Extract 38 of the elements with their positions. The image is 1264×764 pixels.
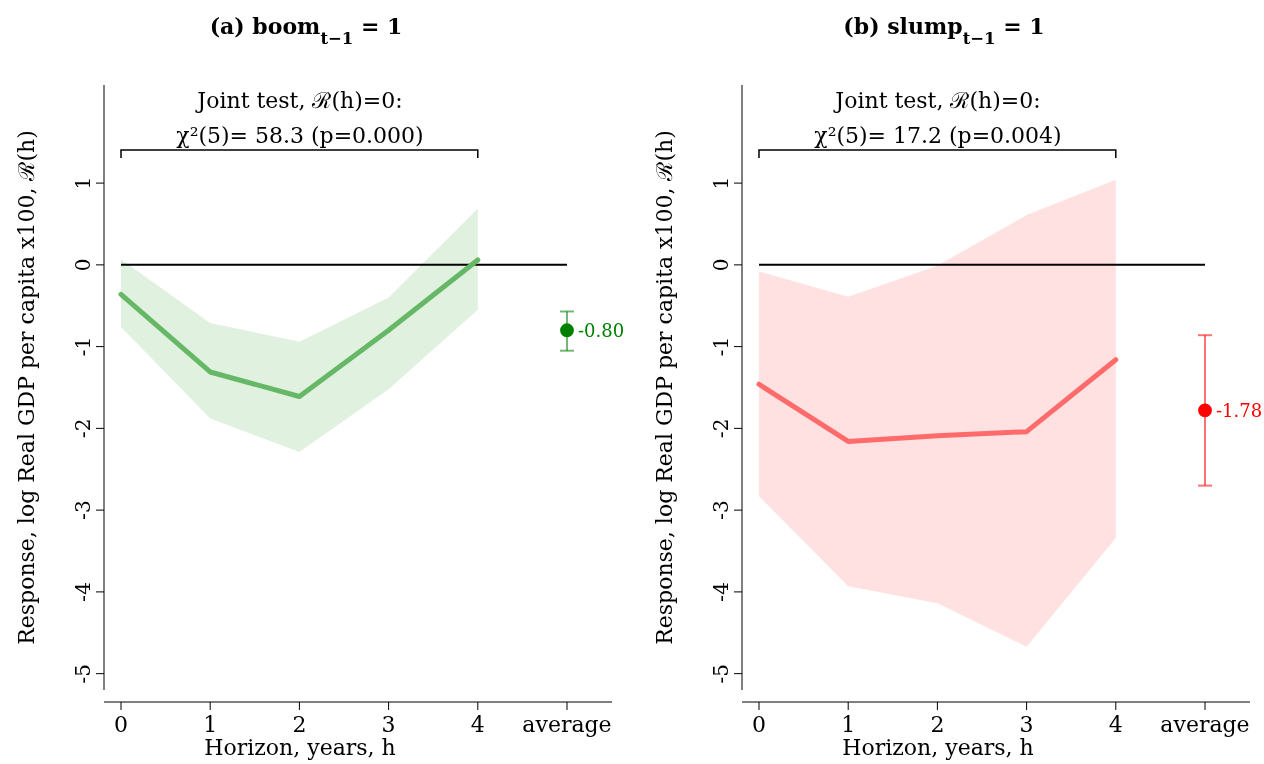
chart-title: (b) slump$_{t−1}$ = 1 bbox=[843, 13, 1045, 48]
x-tick-label: 3 bbox=[381, 712, 396, 737]
chart-title: (a) boom$_{t−1}$ = 1 bbox=[209, 13, 403, 48]
x-tick-label: average bbox=[1160, 712, 1250, 737]
annotation: Joint test, ℛ(h)=0: bbox=[195, 88, 403, 113]
y-tick-label: -2 bbox=[71, 418, 95, 439]
annotation: Joint test, ℛ(h)=0: bbox=[833, 88, 1041, 113]
y-tick-label: 1 bbox=[709, 176, 733, 190]
x-tick-label: 4 bbox=[470, 712, 485, 737]
y-tick-label: -2 bbox=[709, 418, 733, 439]
y-tick-label: -4 bbox=[709, 582, 733, 602]
y-tick-label: -1 bbox=[71, 336, 95, 357]
y-axis-title: Response, log Real GDP per capita x100, ℛ(h) bbox=[14, 130, 39, 645]
x-axis-title: Horizon, years, h bbox=[842, 735, 1034, 760]
y-tick-label: -3 bbox=[709, 500, 733, 520]
y-tick-label: -5 bbox=[709, 663, 733, 684]
x-axis-title: Horizon, years, h bbox=[204, 735, 396, 760]
x-tick-label: 3 bbox=[1019, 712, 1034, 737]
annotation: χ²(5)= 17.2 (p=0.004) bbox=[814, 123, 1062, 148]
x-tick-label: 0 bbox=[114, 712, 128, 737]
y-tick-label: -1 bbox=[709, 336, 733, 357]
x-tick-label: 2 bbox=[292, 712, 307, 737]
y-tick-label: 0 bbox=[71, 258, 95, 272]
x-tick-label: 4 bbox=[1108, 712, 1123, 737]
x-tick-label: 1 bbox=[841, 712, 856, 737]
data-label: -1.78 bbox=[1216, 400, 1263, 422]
y-axis-title: Response, log Real GDP per capita x100, ℛ(h) bbox=[652, 130, 677, 645]
y-tick-label: 1 bbox=[71, 176, 95, 190]
x-tick-label: average bbox=[522, 712, 612, 737]
data-label: -0.80 bbox=[578, 320, 625, 342]
x-tick-label: 1 bbox=[203, 712, 218, 737]
y-tick-label: -5 bbox=[71, 663, 95, 684]
x-tick-label: 2 bbox=[930, 712, 945, 737]
y-tick-label: -3 bbox=[71, 500, 95, 520]
y-tick-label: 0 bbox=[709, 258, 733, 272]
y-tick-label: -4 bbox=[71, 582, 95, 602]
annotation: χ²(5)= 58.3 (p=0.000) bbox=[176, 123, 424, 148]
x-tick-label: 0 bbox=[752, 712, 766, 737]
